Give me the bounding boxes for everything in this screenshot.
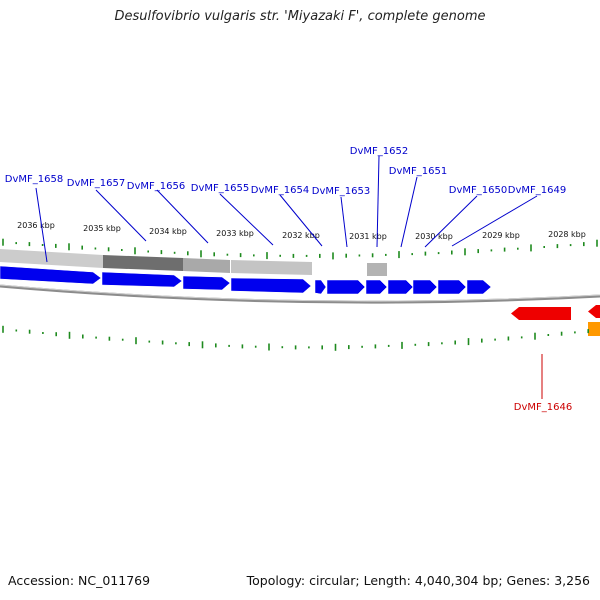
gene-arrow-dvmf-1652[interactable] — [365, 279, 388, 295]
genome-title: Desulfovibrio vulgaris str. 'Miyazaki F'… — [114, 9, 486, 24]
gene-label-dvmf-1649[interactable]: DvMF_1649 — [508, 185, 566, 196]
gene-arrow-dvmf-1646[interactable] — [511, 307, 571, 320]
gene-arrow-dvmf-1658[interactable] — [0, 265, 102, 285]
inner-tick-ruler — [2, 325, 590, 351]
ruler-label: 2032 kbp — [282, 231, 320, 240]
gene-arrow-dvmf-1649-b[interactable] — [466, 279, 492, 295]
leader-dvmf-1650 — [424, 195, 478, 248]
genome-backbone — [0, 284, 600, 304]
gene-arrow-dvmf-1650[interactable] — [412, 279, 438, 295]
ruler-label: 2030 kbp — [415, 232, 453, 241]
ruler-label: 2028 kbp — [548, 230, 586, 239]
gc-band-mid — [183, 258, 230, 273]
gene-label-dvmf-1658[interactable]: DvMF_1658 — [5, 174, 63, 185]
ruler-label: 2033 kbp — [216, 229, 254, 238]
leader-dvmf-1649 — [451, 195, 538, 247]
leader-dvmf-1658 — [35, 187, 48, 263]
gene-label-dvmf-1651[interactable]: DvMF_1651 — [389, 166, 447, 177]
orange-feature[interactable] — [588, 322, 600, 336]
ruler-label: 2035 kbp — [83, 224, 121, 233]
gene-label-dvmf-1656[interactable]: DvMF_1656 — [127, 181, 185, 192]
gene-arrow-dvmf-1654[interactable] — [314, 279, 327, 295]
reverse-gene-track — [511, 305, 600, 336]
gene-arrow-dvmf-1656[interactable] — [182, 275, 231, 291]
gc-band-small — [367, 263, 387, 276]
gene-label-dvmf-1646[interactable]: DvMF_1646 — [514, 402, 572, 413]
genome-summary-text: Topology: circular; Length: 4,040,304 bp… — [246, 573, 590, 588]
gene-label-dvmf-1653[interactable]: DvMF_1653 — [312, 186, 370, 197]
gene-arrow-dvmf-1651[interactable] — [387, 279, 414, 295]
gc-content-track — [0, 249, 387, 276]
ruler-label: 2034 kbp — [149, 227, 187, 236]
gene-label-dvmf-1657[interactable]: DvMF_1657 — [67, 178, 125, 189]
leader-dvmf-1657 — [95, 189, 147, 242]
ruler-label: 2031 kbp — [349, 232, 387, 241]
gene-arrow-dvmf-1649-a[interactable] — [437, 279, 467, 295]
gc-band-light-2 — [231, 260, 312, 275]
label-leaders — [35, 155, 543, 399]
ruler-label: 2029 kbp — [482, 231, 520, 240]
gene-label-dvmf-1654[interactable]: DvMF_1654 — [251, 185, 309, 196]
forward-gene-track — [0, 265, 492, 295]
gc-band-dark — [103, 255, 183, 271]
gc-band-light — [0, 249, 103, 268]
leader-dvmf-1655 — [219, 193, 274, 246]
leader-dvmf-1653 — [340, 196, 348, 248]
leader-dvmf-1651 — [400, 176, 418, 248]
gene-arrow-dvmf-1653[interactable] — [326, 279, 366, 295]
accession-text: Accession: NC_011769 — [8, 573, 151, 588]
gene-labels: DvMF_1658 DvMF_1657 DvMF_1656 DvMF_1655 … — [5, 146, 572, 413]
leader-dvmf-1656 — [156, 189, 209, 244]
ruler-label: 2036 kbp — [17, 221, 55, 230]
ruler-labels: 2036 kbp 2035 kbp 2034 kbp 2033 kbp 2032… — [17, 221, 586, 241]
gene-label-dvmf-1652[interactable]: DvMF_1652 — [350, 146, 408, 157]
genome-backbone-highlight — [0, 284, 600, 302]
gene-arrow-reverse-edge[interactable] — [588, 305, 600, 318]
gene-arrow-dvmf-1655[interactable] — [230, 277, 312, 294]
gene-arrow-dvmf-1657[interactable] — [101, 271, 183, 288]
leader-dvmf-1654 — [279, 194, 323, 247]
gene-label-dvmf-1650[interactable]: DvMF_1650 — [449, 185, 507, 196]
outer-tick-ruler — [2, 238, 598, 260]
gene-label-dvmf-1655[interactable]: DvMF_1655 — [191, 183, 249, 194]
leader-dvmf-1652 — [376, 155, 380, 248]
